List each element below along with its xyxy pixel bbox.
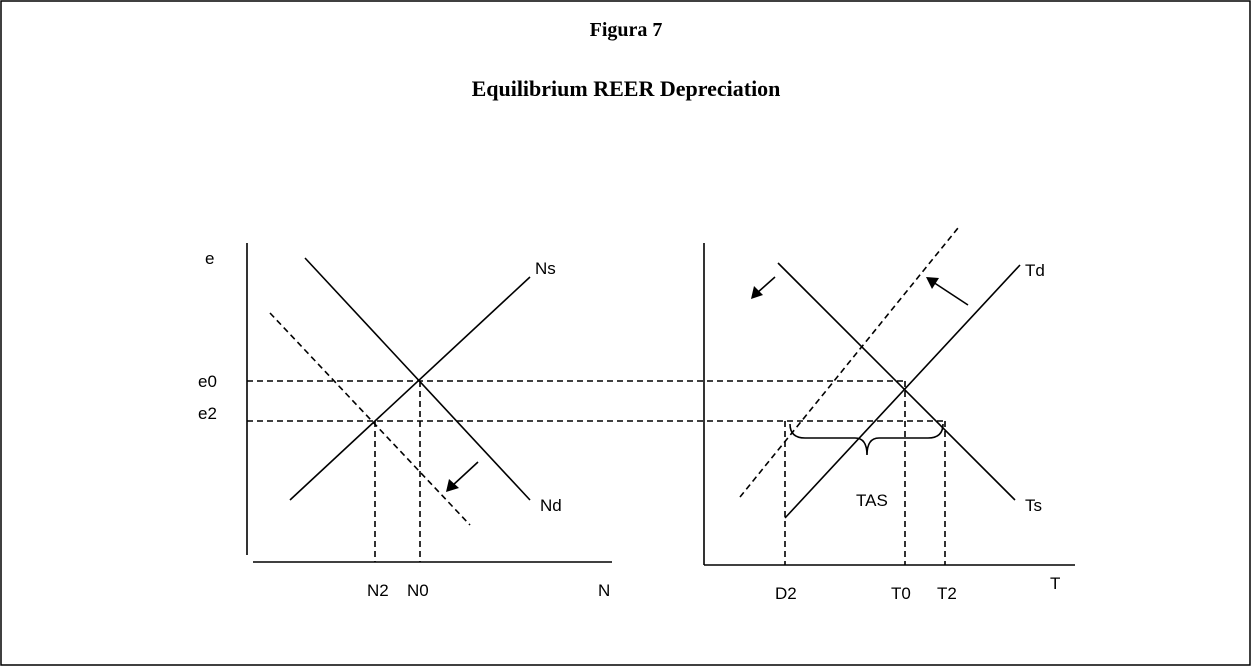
x-label: N0 [407, 581, 429, 600]
axis-label: T [1050, 574, 1060, 593]
demand-curve [784, 264, 1021, 519]
axis-label: N [598, 581, 610, 600]
level-label: e0 [198, 372, 217, 391]
axis-label: e [205, 249, 214, 268]
subtitle: Equilibrium REER Depreciation [472, 76, 781, 101]
supply-curve [777, 262, 1016, 501]
arrow-head [926, 277, 939, 289]
x-label: T0 [891, 584, 911, 603]
left-panel: e e0 e2 Ns Nd N2 N0 N [198, 243, 945, 600]
title: Figura 7 [590, 19, 663, 41]
shift-arrow [756, 276, 776, 294]
shifted-demand-curve [739, 227, 959, 498]
arrow-head [446, 479, 459, 492]
right-panel: Td Ts TAS D2 T0 T2 T [703, 227, 1075, 603]
curve-label: Nd [540, 496, 562, 515]
x-label: T2 [937, 584, 957, 603]
arrow-head [751, 286, 763, 299]
level-label: e2 [198, 404, 217, 423]
shift-arrow [932, 281, 969, 306]
demand-curve [304, 257, 531, 501]
brace [789, 423, 944, 456]
shift-arrow [451, 461, 479, 487]
shifted-demand-curve [269, 312, 471, 526]
curve-label: Td [1025, 261, 1045, 280]
x-label: D2 [775, 584, 797, 603]
supply-curve [289, 276, 531, 501]
x-label: N2 [367, 581, 389, 600]
curve-label: Ts [1025, 496, 1042, 515]
brace-label: TAS [856, 491, 888, 510]
curve-label: Ns [535, 259, 556, 278]
